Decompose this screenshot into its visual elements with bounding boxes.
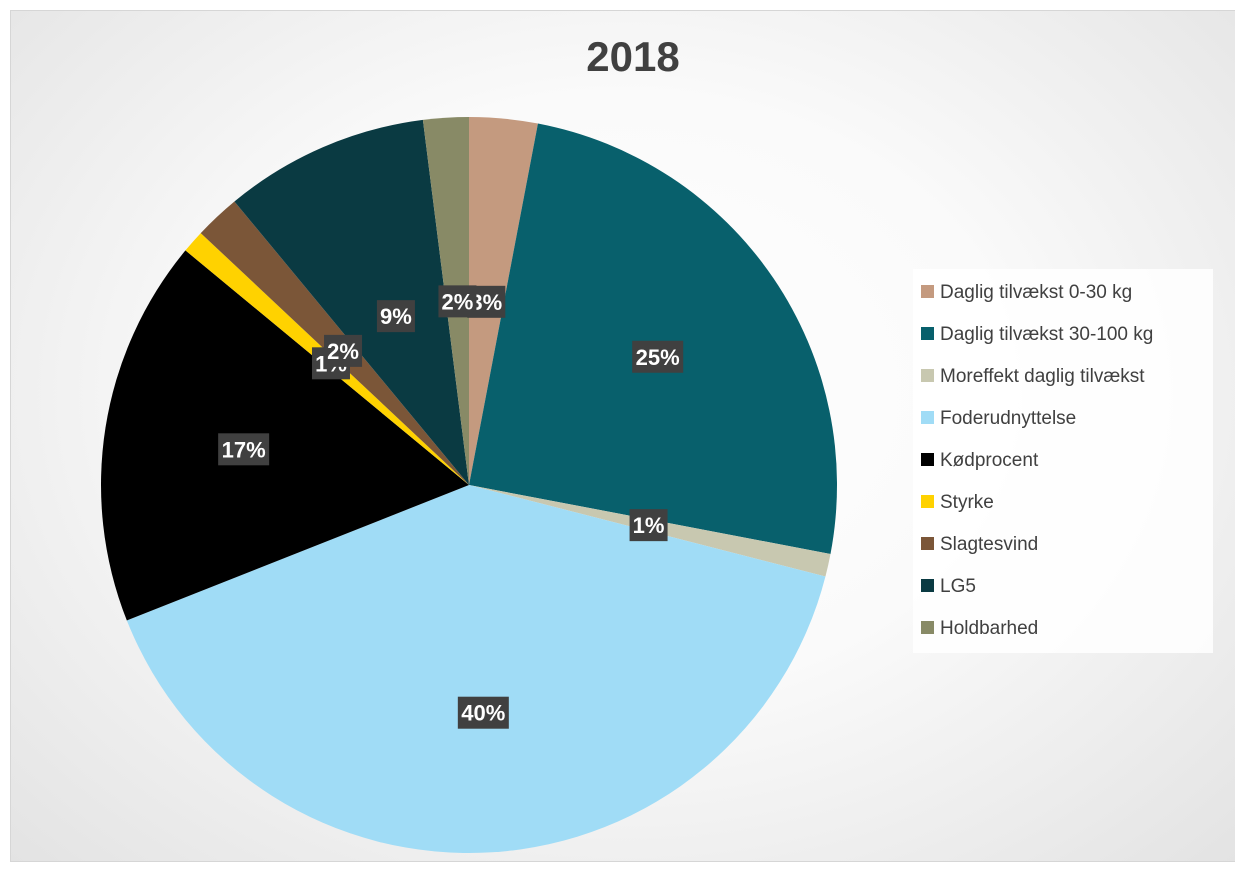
legend-swatch: [921, 537, 934, 550]
data-label-daglig-tilvækst-30-100-kg: 25%: [632, 340, 684, 373]
data-label-kødprocent: 17%: [218, 433, 270, 466]
data-label-text: 2%: [442, 289, 474, 314]
legend-background: [913, 269, 1213, 653]
legend-label: Moreffekt daglig tilvækst: [940, 366, 1145, 387]
chart-area: 2018 3%25%1%40%17%1%2%9%2% Daglig tilvæk…: [10, 10, 1235, 862]
legend-swatch: [921, 495, 934, 508]
data-label-holdbarhed: 2%: [438, 285, 477, 318]
legend-label: LG5: [940, 576, 976, 597]
legend-swatch: [921, 411, 934, 424]
legend-label: Slagtesvind: [940, 534, 1038, 555]
data-label-box: [632, 340, 684, 373]
pie-chart: 2018 3%25%1%40%17%1%2%9%2% Daglig tilvæk…: [101, 33, 1213, 853]
legend-item-moreffekt-daglig-tilvækst: Moreffekt daglig tilvækst: [921, 366, 1145, 387]
data-label-box: [324, 334, 363, 367]
legend-item-slagtesvind: Slagtesvind: [921, 534, 1038, 555]
legend-swatch: [921, 621, 934, 634]
legend-item-foderudnyttelse: Foderudnyttelse: [921, 408, 1076, 429]
chart-title: 2018: [586, 33, 679, 80]
data-label-slagtesvind: 2%: [324, 334, 363, 367]
legend-item-kødprocent: Kødprocent: [921, 450, 1039, 471]
data-label-box: [438, 285, 477, 318]
pie-slice-lg5: [234, 119, 469, 485]
legend-label: Daglig tilvækst 0-30 kg: [940, 282, 1132, 303]
data-labels: 3%25%1%40%17%1%2%9%2%: [218, 285, 684, 729]
legend-item-daglig-tilvækst-30-100-kg: Daglig tilvækst 30-100 kg: [921, 324, 1153, 345]
data-label-text: 25%: [636, 345, 680, 370]
data-label-text: 1%: [633, 513, 665, 538]
data-label-text: 2%: [327, 339, 359, 364]
data-label-box: [376, 300, 415, 333]
legend-label: Foderudnyttelse: [940, 408, 1076, 429]
data-label-text: 40%: [461, 701, 505, 726]
data-label-text: 17%: [222, 437, 266, 462]
data-label-foderudnyttelse: 40%: [457, 696, 509, 729]
data-label-box: [218, 433, 270, 466]
legend-label: Holdbarhed: [940, 618, 1038, 639]
data-label-moreffekt-daglig-tilvækst: 1%: [629, 509, 668, 542]
data-label-box: [457, 696, 509, 729]
legend-label: Styrke: [940, 492, 994, 513]
legend-item-lg5: LG5: [921, 576, 976, 597]
data-label-lg5: 9%: [376, 300, 415, 333]
legend-swatch: [921, 453, 934, 466]
legend-swatch: [921, 327, 934, 340]
pie-slice-foderudnyttelse: [126, 485, 826, 853]
legend-item-styrke: Styrke: [921, 492, 994, 513]
legend-label: Kødprocent: [940, 450, 1039, 471]
pie-slice-kødprocent: [101, 250, 470, 621]
pie-slice-daglig-tilvækst-30-100-kg: [469, 123, 837, 554]
legend-swatch: [921, 285, 934, 298]
legend-label: Daglig tilvækst 30-100 kg: [940, 324, 1153, 345]
data-label-box: [629, 509, 668, 542]
data-label-text: 9%: [380, 304, 412, 329]
pie-slices: [101, 117, 837, 853]
legend-swatch: [921, 579, 934, 592]
legend-item-daglig-tilvækst-0-30-kg: Daglig tilvækst 0-30 kg: [921, 282, 1132, 303]
legend: Daglig tilvækst 0-30 kg Daglig tilvækst 3…: [913, 269, 1213, 653]
legend-swatch: [921, 369, 934, 382]
legend-item-holdbarhed: Holdbarhed: [921, 618, 1038, 639]
